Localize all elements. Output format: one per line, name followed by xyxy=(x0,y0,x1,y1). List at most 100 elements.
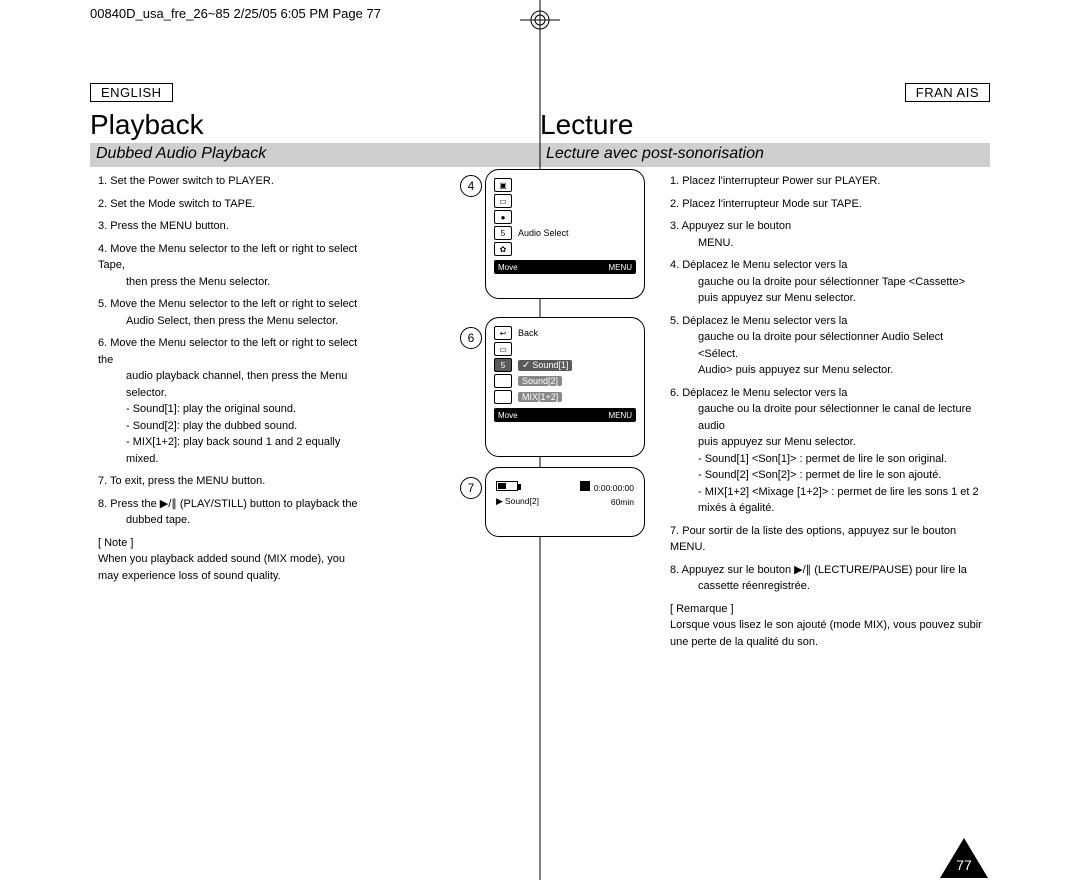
registration-mark-top xyxy=(520,0,560,40)
p3-mid-row: Sound[2] 60min xyxy=(496,496,634,507)
p2-row-a: ▭ xyxy=(494,342,636,356)
fr-4a: 4. Déplacez le Menu selector vers la xyxy=(670,259,847,271)
en-step-8: 8. Press the ▶/∥ (PLAY/STILL) button to … xyxy=(98,496,360,529)
p2-menu: MENU xyxy=(608,411,632,420)
p1-row-b: ● xyxy=(494,210,636,224)
en-step-7: 7. To exit, press the MENU button. xyxy=(98,473,360,490)
tape-icon: ▭ xyxy=(494,194,512,208)
p1-bottom-bar: Move MENU xyxy=(494,260,636,274)
fr-6b: gauche ou la droite pour sélectionner le… xyxy=(670,401,982,434)
blank2-icon xyxy=(494,390,512,404)
p1-audio-select: Audio Select xyxy=(518,228,569,238)
back-icon: ↩ xyxy=(494,326,512,340)
en-step-3: 3. Press the MENU button. xyxy=(98,218,360,235)
p2-row-opt2: Sound[2] xyxy=(494,374,636,388)
p1-menu: MENU xyxy=(608,263,632,272)
en-note-text: When you playback added sound (MIX mode)… xyxy=(98,553,345,582)
fr-8b: cassette réenregistrée. xyxy=(670,578,982,595)
callout-6: 6 xyxy=(460,327,482,349)
en-step-6: 6. Move the Menu selector to the left or… xyxy=(98,335,360,467)
english-column: 1. Set the Power switch to PLAYER. 2. Se… xyxy=(90,167,540,590)
camera-icon: ▣ xyxy=(494,178,512,192)
fr-6d: - Sound[1] <Son[1]> : permet de lire le … xyxy=(670,451,982,468)
manual-page: 00840D_usa_fre_26~85 2/25/05 6:05 PM Pag… xyxy=(90,0,990,880)
fr-5a: 5. Déplacez le Menu selector vers la xyxy=(670,315,847,327)
en-8b: dubbed tape. xyxy=(98,512,360,529)
fr-step-3: 3. Appuyez sur le bouton MENU. xyxy=(670,218,982,251)
p3-time: 0:00:00:00 xyxy=(594,483,634,493)
en-6e: - MIX[1+2]: play back sound 1 and 2 equa… xyxy=(98,434,360,467)
en-step-2: 2. Set the Mode switch to TAPE. xyxy=(98,196,360,213)
en-6a: 6. Move the Menu selector to the left or… xyxy=(98,337,357,366)
fr-6f: - MIX[1+2] <Mixage [1+2]> : permet de li… xyxy=(670,484,982,517)
fr-step-7: 7. Pour sortir de la liste des options, … xyxy=(670,523,982,556)
fr-note-label: [ Remarque ] xyxy=(670,603,734,615)
fr-step-1: 1. Placez l'interrupteur Power sur PLAYE… xyxy=(670,173,982,190)
p1-row-5: 5 Audio Select xyxy=(494,226,636,240)
page-number-text: 77 xyxy=(956,857,972,873)
num5-icon: 5 xyxy=(494,226,512,240)
p2-move: Move xyxy=(498,411,518,420)
fr-step-6: 6. Déplacez le Menu selector vers la gau… xyxy=(670,385,982,517)
p2-row-opt3: MIX[1+2] xyxy=(494,390,636,404)
title-right: Lecture xyxy=(540,105,990,143)
en-step-4: 4. Move the Menu selector to the left or… xyxy=(98,241,360,291)
screen-panel-3: 0:00:00:00 Sound[2] 60min xyxy=(485,467,645,537)
fr-5b: gauche ou la droite pour sélectionner Au… xyxy=(670,329,982,362)
en-note-label: [ Note ] xyxy=(98,537,133,549)
lang-francais-label: FRAN AIS xyxy=(905,83,990,102)
en-step-1: 1. Set the Power switch to PLAYER. xyxy=(98,173,360,190)
num5b-icon: 5 xyxy=(494,358,512,372)
en-4a: 4. Move the Menu selector to the left or… xyxy=(98,243,357,272)
fr-4c: puis appuyez sur Menu selector. xyxy=(670,290,982,307)
fr-6a: 6. Déplacez le Menu selector vers la xyxy=(670,387,847,399)
en-5b: Audio Select, then press the Menu select… xyxy=(98,313,360,330)
fr-5c: Audio> puis appuyez sur Menu selector. xyxy=(670,362,982,379)
title-left: Playback xyxy=(90,105,540,143)
en-4b: then press the Menu selector. xyxy=(98,274,360,291)
p2-opt1: Sound[1] xyxy=(518,360,572,371)
fr-3a: 3. Appuyez sur le bouton xyxy=(670,220,791,232)
subtitle-left: Dubbed Audio Playback xyxy=(90,143,540,165)
lang-english-label: ENGLISH xyxy=(90,83,173,102)
p1-row-a: ▭ xyxy=(494,194,636,208)
fr-6e: - Sound[2] <Son[2]> : permet de lire le … xyxy=(670,467,982,484)
fr-step-2: 2. Placez l'interrupteur Mode sur TAPE. xyxy=(670,196,982,213)
p3-min: 60min xyxy=(611,497,634,507)
p3-sound: Sound[2] xyxy=(496,496,539,507)
fr-8a: 8. Appuyez sur le bouton ▶/∥ (LECTURE/PA… xyxy=(670,564,967,576)
page-number-badge: 77 xyxy=(938,836,990,880)
fr-step-5: 5. Déplacez le Menu selector vers la gau… xyxy=(670,313,982,379)
p2-back: Back xyxy=(518,328,538,338)
en-6c: - Sound[1]: play the original sound. xyxy=(98,401,360,418)
p1-row-cam: ▣ xyxy=(494,178,636,192)
gear-icon: ✿ xyxy=(494,242,512,256)
p3-batt xyxy=(496,481,522,493)
p1-move: Move xyxy=(498,263,518,272)
screen-panel-1: ▣ ▭ ● 5 Audio Select ✿ Move MENU xyxy=(485,169,645,299)
rec-icon: ● xyxy=(494,210,512,224)
fr-3b: MENU. xyxy=(670,235,982,252)
fr-4b: gauche ou la droite pour sélectionner Ta… xyxy=(670,274,982,291)
callout-7: 7 xyxy=(460,477,482,499)
p2-opt3: MIX[1+2] xyxy=(518,392,562,402)
screen-panel-2: ↩ Back ▭ 5 Sound[1] Sound[2] MIX[1+2] Mov… xyxy=(485,317,645,457)
p3-top-row: 0:00:00:00 xyxy=(496,481,634,493)
en-note: [ Note ] When you playback added sound (… xyxy=(98,535,360,585)
fr-step-4: 4. Déplacez le Menu selector vers la gau… xyxy=(670,257,982,307)
fr-step-8: 8. Appuyez sur le bouton ▶/∥ (LECTURE/PA… xyxy=(670,562,982,595)
p1-row-c: ✿ xyxy=(494,242,636,256)
en-8a: 8. Press the ▶/∥ (PLAY/STILL) button to … xyxy=(98,498,358,510)
tape2-icon: ▭ xyxy=(494,342,512,356)
en-5a: 5. Move the Menu selector to the left or… xyxy=(98,298,357,310)
battery-icon xyxy=(496,481,518,491)
stop-icon xyxy=(580,481,590,491)
p2-opt2: Sound[2] xyxy=(518,376,562,386)
subtitle-right: Lecture avec post-sonorisation xyxy=(540,143,990,165)
p2-bottom-bar: Move MENU xyxy=(494,408,636,422)
fr-note-text: Lorsque vous lisez le son ajouté (mode M… xyxy=(670,619,982,648)
fr-6c: puis appuyez sur Menu selector. xyxy=(670,434,982,451)
callout-4: 4 xyxy=(460,175,482,197)
fr-note: [ Remarque ] Lorsque vous lisez le son a… xyxy=(670,601,982,651)
p2-row-5: 5 Sound[1] xyxy=(494,358,636,372)
